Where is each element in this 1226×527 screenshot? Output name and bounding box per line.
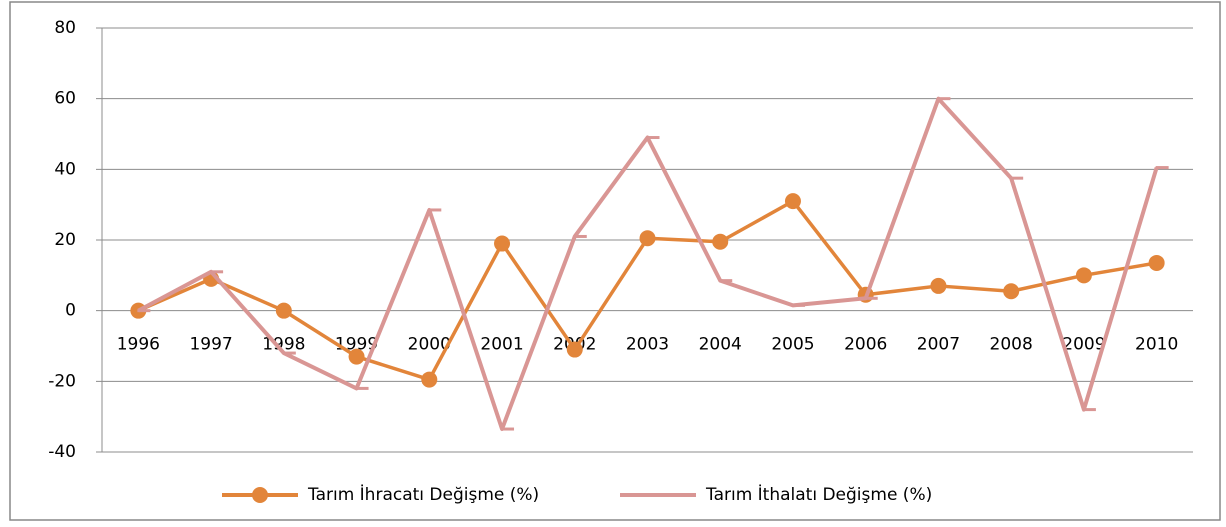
legend-marker — [252, 487, 268, 503]
x-tick-label: 2010 — [1135, 335, 1178, 355]
point — [784, 193, 801, 210]
x-tick-label: 2006 — [844, 335, 887, 355]
x-tick-label: 2005 — [771, 335, 814, 355]
point — [1003, 283, 1020, 300]
y-tick-label: 40 — [54, 159, 76, 179]
y-tick-label: -40 — [48, 442, 76, 462]
x-tick-label: 2000 — [408, 335, 451, 355]
y-tick-label: 60 — [54, 89, 76, 109]
point — [930, 277, 947, 294]
point — [348, 348, 365, 365]
point — [1075, 267, 1092, 284]
point — [566, 341, 583, 358]
x-tick-label: 1996 — [117, 335, 160, 355]
point — [712, 233, 729, 250]
y-tick-label: 0 — [65, 301, 76, 321]
chart-border — [9, 1, 1221, 521]
x-tick-label: 2004 — [699, 335, 742, 355]
y-tick-label: 80 — [54, 18, 76, 38]
x-tick-label: 2007 — [917, 335, 960, 355]
point — [639, 230, 656, 247]
legend-label: Tarım İthalatı Değişme (%) — [705, 484, 932, 505]
x-tick-label: 2008 — [990, 335, 1033, 355]
point — [421, 371, 438, 388]
point — [275, 302, 292, 319]
y-tick-label: 20 — [54, 230, 76, 250]
y-tick-label: -20 — [48, 371, 76, 391]
x-tick-label: 1997 — [189, 335, 232, 355]
point — [494, 235, 511, 252]
x-tick-label: 2001 — [480, 335, 523, 355]
x-tick-label: 2009 — [1062, 335, 1105, 355]
point — [1148, 254, 1165, 271]
legend-label: Tarım İhracatı Değişme (%) — [307, 484, 539, 505]
x-tick-label: 2003 — [626, 335, 669, 355]
